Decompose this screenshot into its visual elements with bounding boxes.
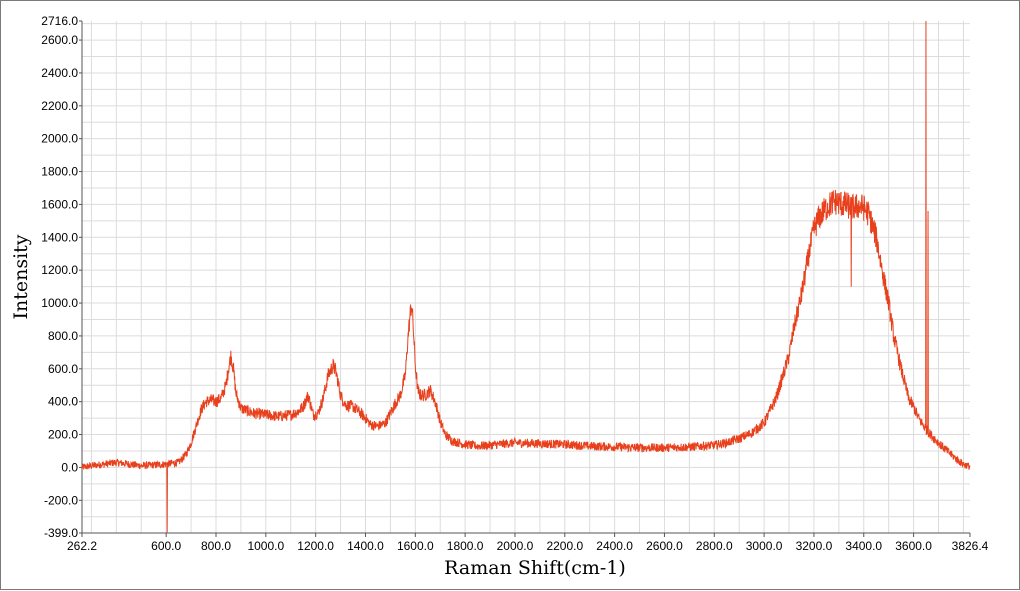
- y-tick-label: 800.0: [48, 329, 78, 343]
- x-tick-label: 2400.0: [596, 539, 633, 553]
- x-tick-label: 2600.0: [646, 539, 683, 553]
- x-tick-label: 3200.0: [796, 539, 833, 553]
- x-tick-labels: 262.2 600.0 800.0 1000.0 1200.0 1400.0 1600.0 1…: [67, 539, 989, 553]
- y-tick-labels: -399.0 -200.0 0.0 200.0 400.0 600.0 800.0 1000.…: [41, 14, 78, 540]
- x-tick-label: 2000.0: [497, 539, 534, 553]
- x-tick-label: 1400.0: [347, 539, 384, 553]
- y-tick-label: 2000.0: [41, 132, 78, 146]
- y-tick-label: 1800.0: [41, 165, 78, 179]
- x-tick-label: 2200.0: [546, 539, 583, 553]
- x-tick-label: 800.0: [201, 539, 231, 553]
- y-tick-label: 0.0: [61, 460, 78, 474]
- x-tick-label: 1800.0: [447, 539, 484, 553]
- y-tick-label: 1000.0: [41, 296, 78, 310]
- y-tick-label: 1400.0: [41, 230, 78, 244]
- x-tick-label: 600.0: [151, 539, 181, 553]
- x-tick-label: 3400.0: [845, 539, 882, 553]
- y-tick-label: 2716.0: [41, 14, 78, 28]
- x-tick-label: 1600.0: [397, 539, 434, 553]
- y-axis-title: Intensity: [10, 234, 32, 319]
- x-tick-label: 2800.0: [696, 539, 733, 553]
- x-tick-label: 262.2: [67, 539, 97, 553]
- y-tick-label: 2200.0: [41, 99, 78, 113]
- y-tick-label: 2600.0: [41, 33, 78, 47]
- y-tick-label: 2400.0: [41, 66, 78, 80]
- y-tick-label: -200.0: [44, 493, 78, 507]
- y-tick-label: 600.0: [48, 362, 78, 376]
- y-tick-label: 1200.0: [41, 263, 78, 277]
- x-tick-label: 3000.0: [746, 539, 783, 553]
- y-tick-label: 200.0: [48, 428, 78, 442]
- series: [81, 20, 971, 534]
- y-tick-label: -399.0: [44, 526, 78, 540]
- x-tick-label: 3600.0: [895, 539, 932, 553]
- x-tick-label: 1200.0: [297, 539, 334, 553]
- spectrum-line: [81, 20, 971, 534]
- y-tick-label: 400.0: [48, 395, 78, 409]
- y-tick-label: 1600.0: [41, 197, 78, 211]
- grid: [82, 21, 970, 533]
- axes: [79, 20, 971, 537]
- x-tick-label: 1000.0: [247, 539, 284, 553]
- x-axis-title: Raman Shift(cm-1): [444, 557, 626, 579]
- x-tick-label: 3826.4: [952, 539, 989, 553]
